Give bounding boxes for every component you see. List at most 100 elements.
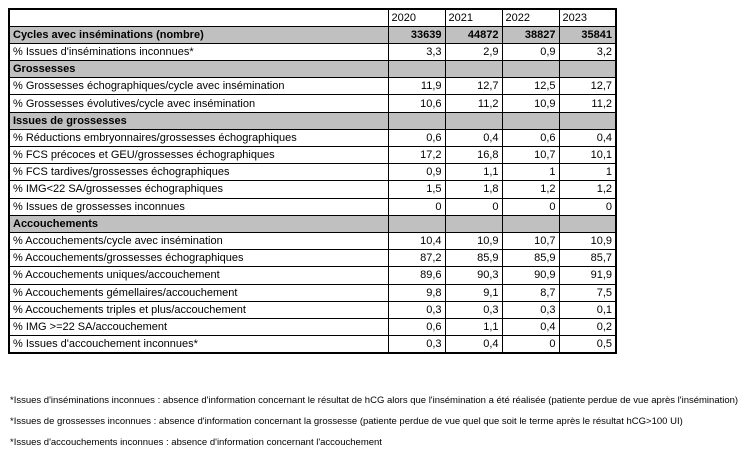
row-value: 1,1 (444, 317, 503, 337)
row-value: 85,7 (558, 249, 617, 268)
row-value: 90,9 (501, 266, 560, 285)
row-value: 12,7 (558, 77, 617, 96)
row-value: 0,3 (444, 300, 503, 319)
row-value: 38827 (501, 25, 560, 44)
section-row: Cycles avec inséminations (nombre) 33639 4… (8, 25, 617, 44)
row-value: 1,2 (558, 180, 617, 199)
insemination-stats-table: 2020 2021 2022 2023 Cycles avec insémina… (8, 8, 617, 354)
section-row: Accouchements (8, 214, 617, 233)
row-value: 10,7 (501, 145, 560, 165)
row-label: % Accouchements uniques/accouchement (8, 266, 389, 285)
row-value: 0,6 (387, 128, 446, 148)
row-label: % Issues d'accouchement inconnues* (8, 335, 389, 354)
row-label: Cycles avec inséminations (nombre) (8, 25, 389, 44)
row-value: 10,9 (501, 94, 560, 113)
row-value: 0,6 (501, 128, 560, 148)
row-value: 85,9 (501, 249, 560, 268)
row-value: 35841 (558, 25, 617, 44)
row-value: 10,6 (387, 94, 446, 113)
table-row: % Accouchements uniques/accouchement 89,6… (8, 266, 617, 285)
row-value: 0,9 (387, 163, 446, 182)
row-value: 3,2 (558, 42, 617, 62)
row-value: 2,9 (444, 42, 503, 62)
table-row: % IMG<22 SA/grossesses échographiques 1,5… (8, 180, 617, 199)
row-value: 0,6 (387, 317, 446, 337)
year-header-row: 2020 2021 2022 2023 (8, 8, 617, 27)
row-value (558, 214, 617, 233)
row-value (444, 214, 503, 233)
year-header: 2023 (558, 8, 617, 27)
row-label: % Réductions embryonnaires/grossesses éc… (8, 128, 389, 148)
row-value: 1,8 (444, 180, 503, 199)
table-row: % FCS précoces et GEU/grossesses échogra… (8, 145, 617, 165)
table-row: % FCS tardives/grossesses échographiques… (8, 163, 617, 182)
table-row: % Réductions embryonnaires/grossesses éc… (8, 128, 617, 148)
row-value: 91,9 (558, 266, 617, 285)
row-value (501, 214, 560, 233)
table-row: % Accouchements triples et plus/accouche… (8, 300, 617, 319)
row-value: 11,2 (558, 94, 617, 113)
row-label: % Grossesses évolutives/cycle avec insém… (8, 94, 389, 113)
row-value: 10,9 (444, 231, 503, 251)
table-row: % Issues de grossesses inconnues 0 0 0 0 (8, 197, 617, 216)
row-value: 12,5 (501, 77, 560, 96)
row-value: 12,7 (444, 77, 503, 96)
row-label: % FCS précoces et GEU/grossesses échogra… (8, 145, 389, 165)
row-value: 0,2 (558, 317, 617, 337)
row-value: 3,3 (387, 42, 446, 62)
row-value: 0,4 (444, 128, 503, 148)
table-body: Cycles avec inséminations (nombre) 33639 4… (8, 25, 617, 354)
row-value: 0 (444, 197, 503, 216)
table-row: % Accouchements/grossesses échographique… (8, 249, 617, 268)
row-value (387, 111, 446, 130)
row-value (501, 111, 560, 130)
year-header: 2021 (444, 8, 503, 27)
table-row: % IMG >=22 SA/accouchement 0,6 1,1 0,4 0,2 (8, 317, 617, 337)
row-value: 0,3 (501, 300, 560, 319)
row-value: 0,5 (558, 335, 617, 354)
row-value: 8,7 (501, 283, 560, 302)
row-value: 44872 (444, 25, 503, 44)
section-row: Issues de grossesses (8, 111, 617, 130)
row-value: 87,2 (387, 249, 446, 268)
row-value (558, 111, 617, 130)
footnote: *Issues de grossesses inconnues : absenc… (10, 416, 683, 427)
table-row: % Accouchements gémellaires/accouchement… (8, 283, 617, 302)
footnotes: *Issues d'inséminations inconnues : abse… (10, 390, 738, 453)
row-value: 0 (501, 335, 560, 354)
row-value: 0 (558, 197, 617, 216)
row-label: % Grossesses échographiques/cycle avec i… (8, 77, 389, 96)
row-value: 0,3 (387, 335, 446, 354)
row-value: 16,8 (444, 145, 503, 165)
table-row: % Issues d'inséminations inconnues* 3,3 2,… (8, 42, 617, 62)
row-label: % Issues d'inséminations inconnues* (8, 42, 389, 62)
row-label: Grossesses (8, 60, 389, 79)
table-row: % Grossesses échographiques/cycle avec i… (8, 77, 617, 96)
year-header: 2022 (501, 8, 560, 27)
row-value: 89,6 (387, 266, 446, 285)
row-label: Accouchements (8, 214, 389, 233)
row-label: % Accouchements triples et plus/accouche… (8, 300, 389, 319)
row-value: 33639 (387, 25, 446, 44)
row-value (558, 60, 617, 79)
row-label: % Accouchements/cycle avec insémination (8, 231, 389, 251)
footnote: *Issues d'inséminations inconnues : abse… (10, 395, 739, 406)
row-value: 1,5 (387, 180, 446, 199)
year-header: 2020 (387, 8, 446, 27)
row-value: 9,1 (444, 283, 503, 302)
row-value: 0,4 (558, 128, 617, 148)
row-value (444, 111, 503, 130)
row-value: 0,1 (558, 300, 617, 319)
corner-cell (8, 8, 389, 27)
row-value: 90,3 (444, 266, 503, 285)
row-label: % IMG >=22 SA/accouchement (8, 317, 389, 337)
row-value: 9,8 (387, 283, 446, 302)
row-value: 10,1 (558, 145, 617, 165)
row-value (387, 214, 446, 233)
row-value (444, 60, 503, 79)
row-value: 17,2 (387, 145, 446, 165)
section-row: Grossesses (8, 60, 617, 79)
row-value (387, 60, 446, 79)
row-label: % FCS tardives/grossesses échographiques (8, 163, 389, 182)
